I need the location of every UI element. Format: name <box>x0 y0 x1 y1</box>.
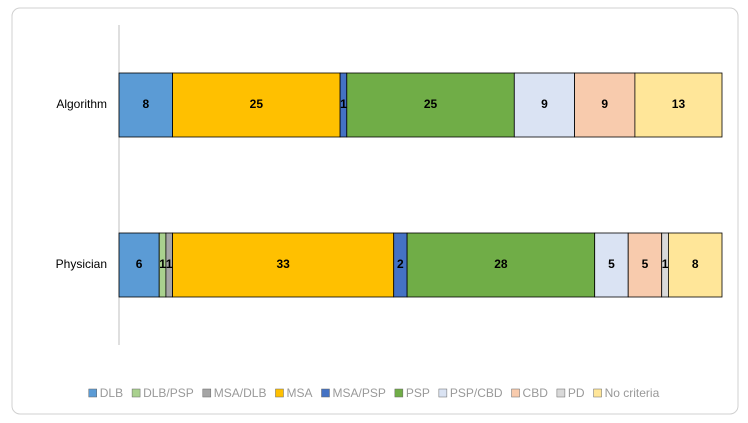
y-tick-label: Physician <box>56 257 107 271</box>
data-label: 9 <box>541 97 548 111</box>
data-label: 8 <box>142 97 149 111</box>
data-label: 28 <box>494 257 508 271</box>
chart-frame <box>11 7 739 415</box>
bar-segment <box>172 232 395 298</box>
bar-segment <box>594 232 629 298</box>
legend-swatch <box>275 388 284 398</box>
legend-label: DLB/PSP <box>143 386 194 400</box>
legend-label: MSA/DLB <box>214 386 267 400</box>
y-tick-label: Algorithm <box>56 97 107 111</box>
data-label: 1 <box>662 257 669 271</box>
legend-item: No criteria <box>593 386 660 400</box>
data-label: 8 <box>692 257 699 271</box>
data-label: 13 <box>672 97 686 111</box>
bar-segment <box>406 232 596 298</box>
legend-swatch <box>438 388 448 398</box>
legend-swatch <box>556 388 566 398</box>
data-label: 33 <box>276 257 290 271</box>
bar-segment <box>346 72 515 138</box>
legend-label: DLB <box>100 386 123 400</box>
bar-segment <box>634 72 723 138</box>
legend-item: PSP <box>394 386 430 400</box>
legend-item: MSA/PSP <box>321 386 386 400</box>
legend-item: PD <box>556 386 585 400</box>
data-label: 2 <box>397 257 404 271</box>
bar-segment <box>118 232 160 298</box>
legend-label: PSP <box>406 386 430 400</box>
legend-swatch <box>88 388 97 398</box>
data-label: 6 <box>136 257 143 271</box>
legend-item: PSP/CBD <box>438 386 503 400</box>
data-label: 1 <box>159 257 166 271</box>
legend-item: MSA <box>275 386 312 400</box>
legend-label: PSP/CBD <box>450 386 503 400</box>
legend-item: DLB/PSP <box>131 386 194 400</box>
data-label: 25 <box>424 97 438 111</box>
data-label: 5 <box>608 257 615 271</box>
bar-segment <box>513 72 575 138</box>
legend-label: MSA <box>286 386 312 400</box>
data-label: 25 <box>250 97 264 111</box>
legend-item: MSA/DLB <box>202 386 267 400</box>
data-label: 1 <box>340 97 347 111</box>
legend-swatch <box>202 388 212 398</box>
legend-item: CBD <box>511 386 549 400</box>
legend-label: PD <box>568 386 585 400</box>
bar-segment <box>172 72 341 138</box>
legend-label: No criteria <box>605 386 660 400</box>
legend-swatch <box>321 388 330 398</box>
legend-item: DLB <box>88 386 123 400</box>
legend-swatch <box>511 388 520 398</box>
data-label: 5 <box>642 257 649 271</box>
data-label: 9 <box>601 97 608 111</box>
data-label: 1 <box>166 257 173 271</box>
legend-swatch <box>394 388 404 398</box>
bar-segment <box>574 72 636 138</box>
legend-swatch <box>593 388 602 398</box>
legend-label: MSA/PSP <box>332 386 385 400</box>
bar-segment <box>668 232 723 298</box>
legend-label: CBD <box>523 386 549 400</box>
legend-swatch <box>131 388 141 398</box>
